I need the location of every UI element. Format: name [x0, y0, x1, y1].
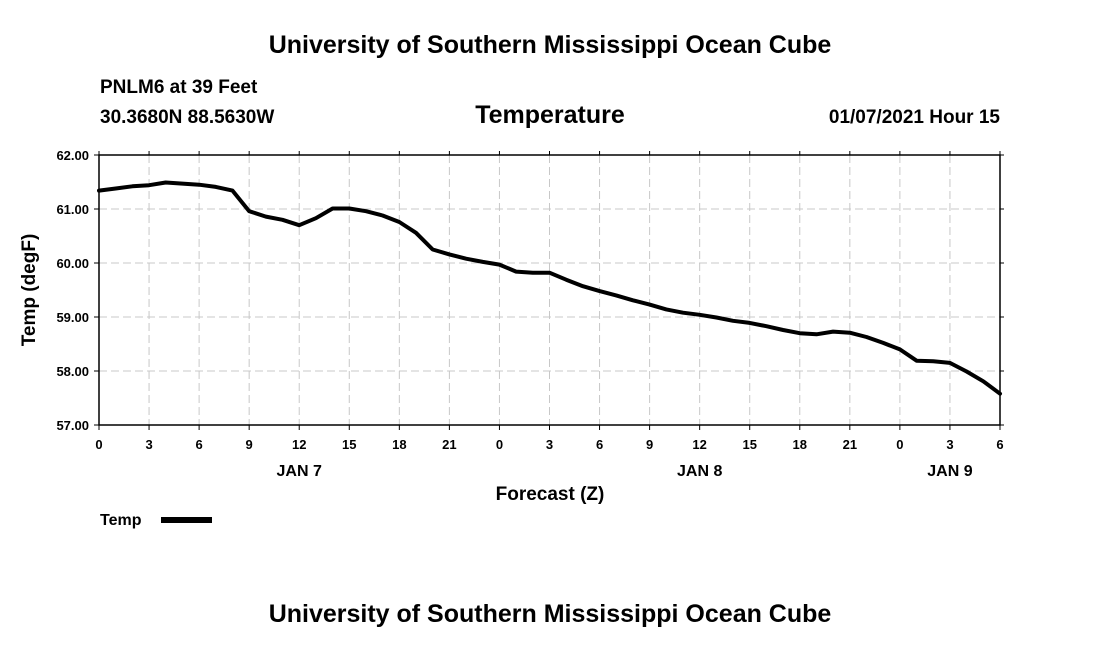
- chart-title: Temperature: [475, 101, 625, 129]
- temp-series-line: [97, 180, 1002, 396]
- x-tick-label: 12: [292, 437, 306, 452]
- x-tick-label: 18: [793, 437, 807, 452]
- x-tick-label: 6: [195, 437, 202, 452]
- y-tick-label: 57.00: [56, 418, 89, 433]
- axis-labels: 57.00 58.00 59.00 60.00 61.00 62.00 0 3 6 9 12 15 18…: [56, 148, 1003, 480]
- day-label: JAN 9: [927, 463, 972, 480]
- station-label: PNLM6 at 39 Feet: [100, 77, 258, 98]
- y-tick-label: 60.00: [56, 256, 89, 271]
- y-tick-label: 59.00: [56, 310, 89, 325]
- x-tick-label: 3: [946, 437, 953, 452]
- x-tick-label: 21: [843, 437, 857, 452]
- x-tick-label: 6: [596, 437, 603, 452]
- x-tick-label: 3: [546, 437, 553, 452]
- x-tick-label: 0: [496, 437, 503, 452]
- datetime-label: 01/07/2021 Hour 15: [828, 107, 1000, 128]
- y-tick-label: 61.00: [56, 202, 89, 217]
- x-tick-label: 21: [442, 437, 456, 452]
- legend-swatch: [161, 517, 212, 523]
- x-tick-label: 0: [95, 437, 102, 452]
- y-tick-label: 58.00: [56, 364, 89, 379]
- legend-label: Temp: [100, 512, 142, 529]
- day-label: JAN 8: [677, 463, 722, 480]
- y-axis-title: Temp (degF): [19, 234, 40, 347]
- x-tick-label: 15: [342, 437, 356, 452]
- axis-ticks: [94, 151, 1004, 430]
- x-tick-label: 3: [145, 437, 152, 452]
- page-title: University of Southern Mississippi Ocean…: [268, 31, 832, 59]
- x-tick-label: 9: [246, 437, 253, 452]
- x-tick-label: 0: [896, 437, 903, 452]
- x-tick-label: 18: [392, 437, 406, 452]
- x-tick-label: 12: [692, 437, 706, 452]
- x-tick-label: 6: [996, 437, 1003, 452]
- x-tick-label: 15: [742, 437, 756, 452]
- y-tick-label: 62.00: [56, 148, 89, 163]
- x-tick-label: 9: [646, 437, 653, 452]
- footer-title: University of Southern Mississippi Ocean…: [268, 600, 832, 628]
- day-label: JAN 7: [277, 463, 322, 480]
- x-axis-title: Forecast (Z): [496, 484, 605, 505]
- coordinates-label: 30.3680N 88.5630W: [100, 107, 275, 128]
